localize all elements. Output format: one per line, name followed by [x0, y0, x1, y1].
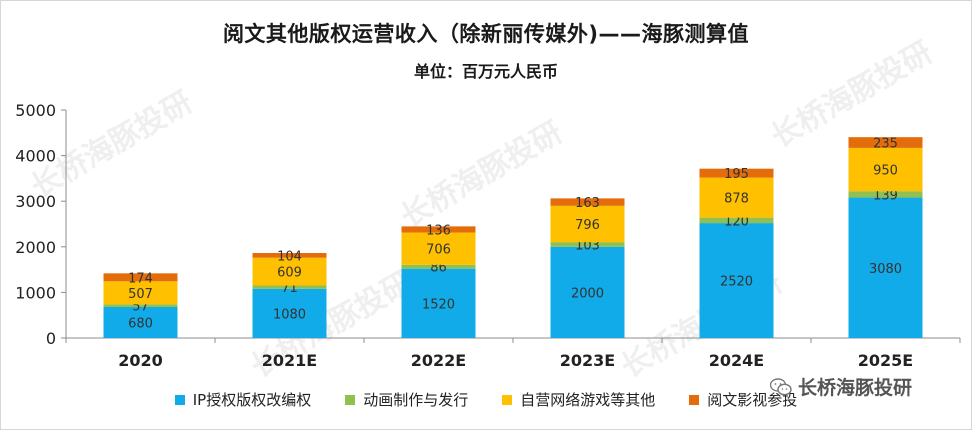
legend-swatch-ip	[174, 394, 185, 405]
data-label: 796	[575, 218, 600, 233]
bar-segment-2	[252, 257, 327, 286]
x-tick-label: 2021E	[262, 351, 317, 370]
y-tick-label: 4000	[15, 147, 56, 166]
data-label: 2000	[571, 286, 604, 301]
wechat-icon	[770, 377, 792, 395]
bar-segment-3	[699, 168, 774, 178]
x-tick-label: 2024E	[709, 351, 764, 370]
data-label: 1080	[273, 307, 306, 322]
bar-segment-1	[401, 264, 476, 269]
y-tick-label: 5000	[15, 101, 56, 120]
legend-swatch-games	[502, 394, 513, 405]
legend-item-animation: 动画制作与发行	[345, 389, 468, 410]
data-label: 1520	[422, 297, 455, 312]
data-label: 139	[873, 188, 898, 203]
legend-item-ip: IP授权版权改编权	[174, 389, 312, 410]
y-tick-label: 0	[46, 329, 56, 348]
legend-item-games: 自营网络游戏等其他	[502, 389, 655, 410]
legend-swatch-animation	[345, 394, 356, 405]
data-label: 103	[575, 238, 600, 253]
data-label: 120	[724, 214, 749, 229]
bar-segment-1	[252, 285, 327, 289]
brand-badge: 长桥海豚投研	[770, 373, 912, 400]
bar-segment-3	[252, 253, 327, 258]
data-label: 163	[575, 196, 600, 211]
x-tick-label: 2025E	[858, 351, 913, 370]
brand-text: 长桥海豚投研	[798, 377, 913, 399]
bar-segment-3	[848, 137, 923, 148]
data-label: 2520	[720, 275, 753, 290]
data-label: 3080	[869, 262, 902, 277]
legend-label-film: 阅文影视参投	[707, 391, 798, 409]
bar-segment-0	[103, 306, 178, 338]
y-tick-label: 1000	[15, 283, 56, 302]
x-tick-label: 2022E	[411, 351, 466, 370]
y-tick-label: 2000	[15, 238, 56, 257]
bar-segment-2	[401, 232, 476, 265]
data-label: 507	[128, 287, 153, 302]
bar-segment-2	[550, 205, 625, 243]
bar-segment-0	[550, 246, 625, 338]
x-tick-label: 2023E	[560, 351, 615, 370]
data-label: 136	[426, 223, 451, 238]
legend-label-animation: 动画制作与发行	[363, 391, 469, 409]
legend-label-games: 自营网络游戏等其他	[520, 391, 656, 409]
data-label: 878	[724, 192, 749, 207]
data-label: 950	[873, 164, 898, 179]
legend: IP授权版权改编权 动画制作与发行 自营网络游戏等其他 阅文影视参投	[0, 389, 972, 410]
chart-title: 阅文其他版权运营收入（除新丽传媒外)——海豚测算值	[222, 22, 750, 46]
bar-segment-1	[550, 242, 625, 247]
legend-item-film: 阅文影视参投	[689, 389, 797, 410]
legend-swatch-film	[689, 394, 700, 405]
data-label: 195	[724, 167, 749, 182]
bar-segment-3	[401, 226, 476, 233]
bar-segment-1	[103, 304, 178, 307]
bar-segment-0	[252, 288, 327, 338]
bar-segment-0	[401, 268, 476, 338]
bar-segment-0	[848, 197, 923, 338]
data-label: 680	[128, 316, 153, 331]
data-label: 104	[277, 249, 302, 264]
bar-segment-2	[699, 177, 774, 218]
bar-segment-1	[699, 217, 774, 224]
bar-segment-0	[699, 223, 774, 338]
y-tick-label: 3000	[15, 192, 56, 211]
legend-label-ip: IP授权版权改编权	[192, 391, 312, 409]
bar-segment-2	[848, 147, 923, 192]
bar-segment-2	[103, 281, 178, 305]
data-label: 174	[128, 271, 153, 286]
data-label: 609	[277, 266, 302, 281]
chart-subtitle: 单位：百万元人民币	[413, 62, 558, 81]
bar-segment-3	[550, 198, 625, 206]
x-tick-label: 2020	[118, 351, 163, 370]
data-label: 706	[426, 243, 451, 258]
bar-segment-1	[848, 191, 923, 198]
bar-segment-3	[103, 273, 178, 282]
data-label: 235	[873, 137, 898, 152]
